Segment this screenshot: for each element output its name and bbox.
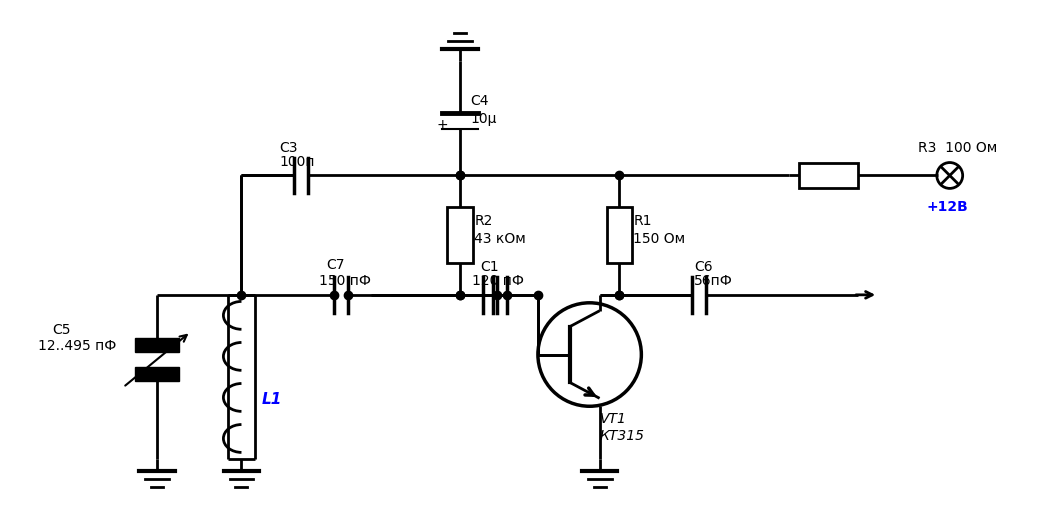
Text: R1: R1 (634, 214, 651, 228)
Text: 120 пФ: 120 пФ (473, 274, 525, 288)
Polygon shape (135, 338, 179, 352)
Text: +: + (436, 118, 448, 132)
Text: 150 пФ: 150 пФ (319, 274, 371, 288)
Text: C7: C7 (326, 258, 345, 272)
Text: +12В: +12В (927, 200, 968, 215)
Text: C5: C5 (52, 323, 71, 337)
Text: L1: L1 (262, 392, 282, 407)
Text: 43 кОм: 43 кОм (474, 232, 526, 246)
Bar (448, 207, 473, 263)
Text: 150 Ом: 150 Ом (634, 232, 686, 246)
Text: R3  100 Ом: R3 100 Ом (917, 141, 997, 155)
Text: VT1: VT1 (600, 412, 627, 426)
Text: 12..495 пФ: 12..495 пФ (37, 339, 116, 353)
Polygon shape (135, 367, 179, 381)
Text: 10μ: 10μ (471, 112, 497, 126)
Text: КТ315: КТ315 (600, 429, 644, 443)
Text: 100п: 100п (279, 155, 315, 168)
Bar (799, 162, 858, 189)
Text: C3: C3 (279, 141, 298, 155)
Text: C4: C4 (471, 94, 488, 108)
Text: R2: R2 (474, 214, 492, 228)
Bar (607, 207, 633, 263)
Text: C1: C1 (480, 260, 499, 274)
Text: 56пФ: 56пФ (694, 274, 732, 288)
Text: C6: C6 (694, 260, 713, 274)
